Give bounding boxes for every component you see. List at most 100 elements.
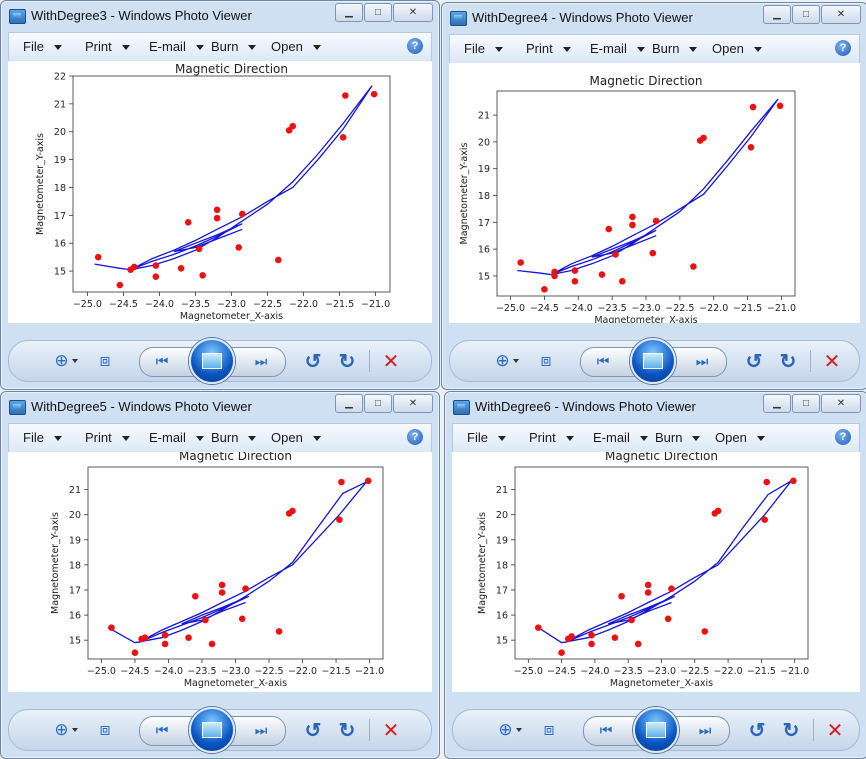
menu-burn[interactable]: Burn (652, 41, 698, 56)
menu-print[interactable]: Print (529, 430, 574, 445)
maximize-button[interactable]: □ (792, 5, 820, 24)
next-icon[interactable]: ⏭ (254, 721, 268, 738)
previous-icon[interactable]: ⏮ (155, 721, 169, 738)
maximize-button[interactable]: □ (364, 394, 392, 413)
menu-email[interactable]: E-mail (590, 41, 645, 56)
menu-email[interactable]: E-mail (593, 430, 648, 445)
menu-print[interactable]: Print (85, 430, 130, 445)
data-point (618, 592, 625, 600)
close-button[interactable]: ✕ (821, 394, 861, 413)
menu-file[interactable]: File (23, 39, 62, 54)
data-point (644, 589, 652, 596)
menu-open[interactable]: Open (271, 430, 321, 445)
menu-bar: File Print E-mail Burn Open? (8, 423, 432, 453)
x-tick-label: −22.0 (289, 299, 318, 310)
rotate-counterclockwise-icon[interactable]: ↺ (304, 350, 322, 373)
maximize-button[interactable]: □ (792, 394, 820, 413)
actual-size-icon[interactable]: ⧈ (99, 351, 111, 370)
menu-burn[interactable]: Burn (211, 39, 257, 54)
actual-size-icon[interactable]: ⧈ (543, 720, 555, 739)
plot-frame (496, 90, 796, 297)
window-title: WithDegree6 - Windows Photo Viewer (475, 399, 696, 414)
menu-email-label: E-mail (149, 430, 186, 445)
zoom-icon[interactable]: ⊕ (47, 349, 85, 373)
data-point (700, 134, 707, 142)
rotate-clockwise-icon[interactable]: ↻ (338, 350, 356, 373)
help-icon[interactable]: ? (835, 40, 851, 56)
menu-print[interactable]: Print (85, 39, 130, 54)
delete-icon[interactable]: ✕ (823, 350, 841, 373)
chevron-down-icon (636, 47, 645, 53)
menu-print[interactable]: Print (526, 41, 571, 56)
close-button[interactable]: ✕ (393, 3, 433, 22)
minimize-button[interactable]: ▁ (335, 3, 363, 22)
data-point (108, 624, 115, 631)
data-point (185, 634, 192, 641)
title-bar[interactable]: WithDegree4 - Windows Photo Viewer ▁ □ ✕ (442, 3, 866, 33)
minimize-button[interactable]: ▁ (763, 5, 791, 24)
chevron-down-icon (248, 45, 257, 51)
rotate-clockwise-icon[interactable]: ↻ (782, 719, 800, 742)
menu-bar: File Print E-mail Burn Open? (8, 32, 432, 62)
previous-icon[interactable]: ⏮ (155, 352, 169, 369)
menu-burn-label: Burn (652, 41, 680, 56)
next-icon[interactable]: ⏭ (254, 352, 268, 369)
slideshow-icon[interactable] (188, 707, 235, 753)
title-bar[interactable]: WithDegree6 - Windows Photo Viewer ▁ □ ✕ (445, 392, 866, 422)
menu-file[interactable]: File (467, 430, 506, 445)
menu-file[interactable]: File (23, 430, 62, 445)
zoom-icon[interactable]: ⊕ (47, 718, 85, 742)
minimize-button[interactable]: ▁ (763, 394, 791, 413)
chevron-down-icon (689, 47, 698, 53)
title-bar[interactable]: WithDegree3 - Windows Photo Viewer ▁ □ ✕ (1, 1, 439, 31)
menu-burn[interactable]: Burn (211, 430, 257, 445)
data-point (763, 478, 771, 486)
delete-icon[interactable]: ✕ (382, 350, 400, 373)
x-tick-label: −23.0 (631, 303, 660, 314)
title-bar[interactable]: WithDegree5 - Windows Photo Viewer ▁ □ ✕ (1, 392, 439, 422)
help-icon[interactable]: ? (407, 38, 423, 54)
previous-icon[interactable]: ⏮ (596, 352, 610, 369)
chevron-down-icon (512, 359, 519, 363)
menu-open-label: Open (712, 41, 744, 56)
delete-icon[interactable]: ✕ (382, 719, 400, 742)
data-point (714, 507, 722, 515)
slideshow-icon[interactable] (629, 338, 676, 384)
y-axis-label: Magnetometer_Y-axis (35, 133, 46, 235)
maximize-button[interactable]: □ (364, 3, 392, 22)
rotate-counterclockwise-icon[interactable]: ↺ (745, 350, 763, 373)
window-controls: ▁ □ ✕ (334, 394, 433, 413)
zoom-icon[interactable]: ⊕ (491, 718, 529, 742)
next-icon[interactable]: ⏭ (698, 721, 712, 738)
zoom-icon[interactable]: ⊕ (488, 349, 526, 373)
menu-file-label: File (23, 430, 44, 445)
x-tick-label: −23.0 (221, 666, 250, 677)
menu-email[interactable]: E-mail (149, 39, 204, 54)
menu-burn[interactable]: Burn (655, 430, 701, 445)
rotate-counterclockwise-icon[interactable]: ↺ (748, 719, 766, 742)
menu-open[interactable]: Open (712, 41, 762, 56)
help-icon[interactable]: ? (835, 429, 851, 445)
slideshow-icon[interactable] (188, 338, 235, 384)
menu-open-label: Open (271, 39, 303, 54)
menu-file[interactable]: File (464, 41, 503, 56)
help-icon[interactable]: ? (407, 429, 423, 445)
chevron-down-icon (494, 47, 503, 53)
previous-icon[interactable]: ⏮ (599, 721, 613, 738)
menu-open[interactable]: Open (715, 430, 765, 445)
slideshow-icon[interactable] (632, 707, 679, 753)
menu-open[interactable]: Open (271, 39, 321, 54)
menu-email[interactable]: E-mail (149, 430, 204, 445)
close-button[interactable]: ✕ (393, 394, 433, 413)
y-tick-label: 18 (496, 560, 508, 571)
rotate-clockwise-icon[interactable]: ↻ (338, 719, 356, 742)
close-button[interactable]: ✕ (821, 5, 861, 24)
rotate-clockwise-icon[interactable]: ↻ (779, 350, 797, 373)
next-icon[interactable]: ⏭ (695, 352, 709, 369)
delete-icon[interactable]: ✕ (826, 719, 844, 742)
rotate-counterclockwise-icon[interactable]: ↺ (304, 719, 322, 742)
data-point (202, 616, 209, 624)
actual-size-icon[interactable]: ⧈ (99, 720, 111, 739)
actual-size-icon[interactable]: ⧈ (540, 351, 552, 370)
minimize-button[interactable]: ▁ (335, 394, 363, 413)
